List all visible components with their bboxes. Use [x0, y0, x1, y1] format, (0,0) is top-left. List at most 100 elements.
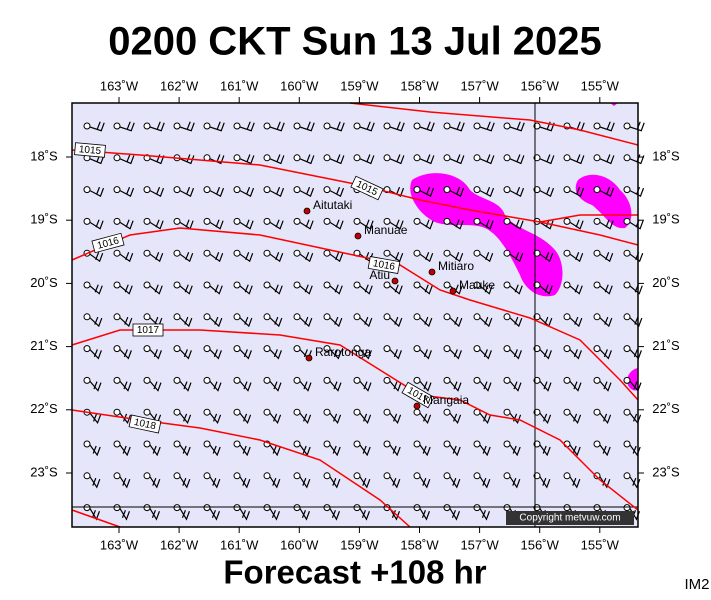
copyright-box — [506, 511, 634, 525]
wind-barb — [299, 381, 312, 392]
station — [383, 376, 391, 384]
station — [143, 217, 151, 225]
wind-barb — [599, 444, 611, 457]
station — [323, 472, 331, 480]
wind-barb — [179, 381, 192, 392]
station — [353, 440, 361, 448]
wind-barb — [569, 284, 583, 295]
lon-label: 162˚W — [160, 537, 199, 552]
wind-barb — [269, 508, 281, 521]
station — [293, 249, 301, 257]
wind-barb — [389, 121, 405, 132]
wind-barb — [329, 381, 342, 392]
wind-barb — [479, 252, 494, 263]
station — [83, 186, 91, 194]
station — [473, 472, 481, 480]
station — [323, 313, 331, 321]
station — [563, 217, 571, 225]
footer: Forecast +108 hr — [223, 554, 486, 591]
wind-barb — [329, 252, 344, 263]
wind-barb — [179, 508, 191, 521]
wind-barb — [479, 444, 491, 457]
wind-barb — [209, 121, 225, 132]
lon-label: 161˚W — [220, 537, 259, 552]
wind-barbs — [83, 121, 645, 521]
wind-barb — [509, 121, 525, 132]
station — [83, 504, 91, 512]
station — [413, 504, 421, 512]
wind-barb — [239, 412, 252, 425]
wind-barb — [569, 444, 581, 457]
station — [443, 249, 451, 257]
lon-label: 158˚W — [400, 78, 439, 93]
station — [623, 345, 631, 353]
station — [263, 504, 271, 512]
station — [233, 472, 241, 480]
wind-barb — [449, 508, 461, 521]
wind-barb — [149, 508, 161, 521]
station — [383, 345, 391, 353]
station — [383, 408, 391, 416]
station — [143, 186, 151, 194]
wind-barb — [119, 219, 134, 230]
wind-barb — [179, 349, 192, 360]
station — [593, 472, 601, 480]
wind-barb — [329, 219, 344, 230]
wind-barb — [449, 154, 465, 165]
wind-barb — [329, 444, 341, 457]
station — [593, 408, 601, 416]
station — [353, 313, 361, 321]
wind-barb — [209, 186, 225, 197]
station — [563, 249, 571, 257]
station — [203, 313, 211, 321]
wind-barb — [599, 412, 612, 425]
station — [323, 249, 331, 257]
wind-barb — [359, 476, 371, 489]
wind-barb — [89, 219, 104, 230]
station — [293, 122, 301, 130]
wind-barb — [299, 219, 314, 230]
station — [143, 122, 151, 130]
wind-barb — [509, 444, 521, 457]
place-dot — [391, 277, 399, 285]
wind-barb — [539, 284, 553, 295]
wind-barb — [509, 252, 524, 263]
label-box — [128, 414, 162, 434]
wind-barb — [539, 154, 555, 165]
wind-barb — [389, 508, 401, 521]
station — [203, 281, 211, 289]
station — [293, 504, 301, 512]
station — [473, 440, 481, 448]
station — [263, 313, 271, 321]
wind-barb — [359, 412, 372, 425]
wind-barb — [569, 316, 583, 328]
station — [593, 186, 601, 194]
station — [623, 186, 631, 194]
station — [173, 249, 181, 257]
wind-barb — [359, 444, 371, 457]
station — [503, 472, 511, 480]
station — [203, 217, 211, 225]
station — [473, 313, 481, 321]
station — [263, 376, 271, 384]
wind-barb — [209, 476, 221, 489]
station — [293, 154, 301, 162]
station — [83, 345, 91, 353]
wind-barb — [179, 121, 195, 132]
wind-barb — [89, 186, 105, 197]
wind-barb — [269, 252, 284, 263]
station — [563, 472, 571, 480]
wind-barb — [479, 154, 495, 165]
station — [593, 217, 601, 225]
station — [443, 472, 451, 480]
wind-barb — [449, 349, 462, 360]
wind-barb — [179, 186, 195, 197]
station — [443, 122, 451, 130]
station — [83, 440, 91, 448]
label-box — [74, 142, 106, 158]
station — [143, 313, 151, 321]
station — [353, 376, 361, 384]
station — [233, 408, 241, 416]
station — [233, 217, 241, 225]
station — [203, 472, 211, 480]
